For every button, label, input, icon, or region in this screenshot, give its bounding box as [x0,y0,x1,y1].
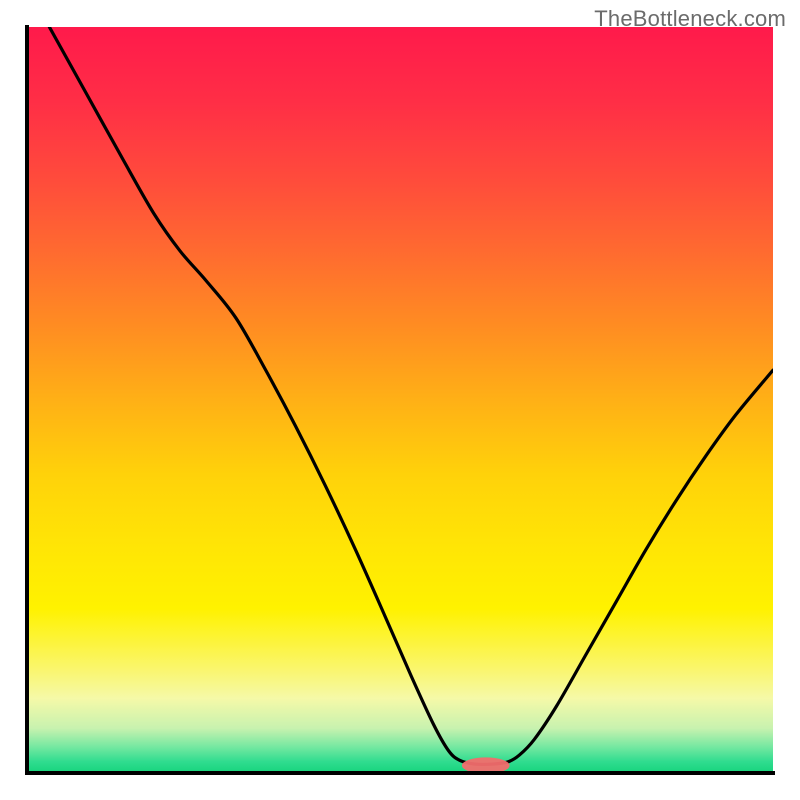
chart-container: TheBottleneck.com [0,0,800,800]
attribution-label: TheBottleneck.com [594,6,786,32]
bottleneck-chart [0,0,800,800]
gradient-background [27,27,773,773]
